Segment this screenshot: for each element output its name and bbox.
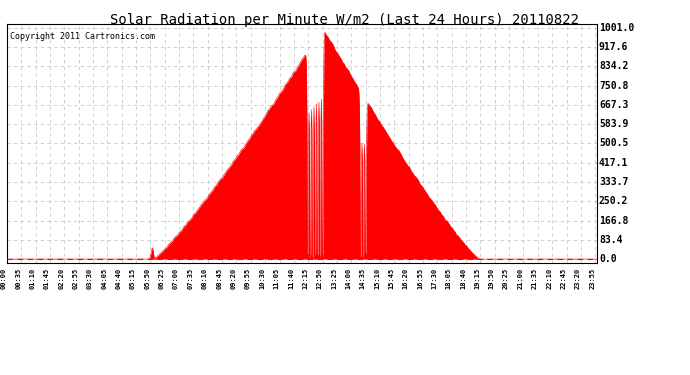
Text: 667.3: 667.3 xyxy=(599,100,629,110)
Text: 19:50: 19:50 xyxy=(489,268,495,290)
Text: 04:05: 04:05 xyxy=(101,268,108,290)
Text: 166.8: 166.8 xyxy=(599,216,629,225)
Text: 917.6: 917.6 xyxy=(599,42,629,52)
Text: 00:00: 00:00 xyxy=(1,268,7,290)
Text: 583.9: 583.9 xyxy=(599,119,629,129)
Text: 21:35: 21:35 xyxy=(532,268,538,290)
Text: Solar Radiation per Minute W/m2 (Last 24 Hours) 20110822: Solar Radiation per Minute W/m2 (Last 24… xyxy=(110,13,580,27)
Text: 07:35: 07:35 xyxy=(188,268,193,290)
Text: 834.2: 834.2 xyxy=(599,62,629,71)
Text: 17:30: 17:30 xyxy=(431,268,437,290)
Text: 18:05: 18:05 xyxy=(446,268,452,290)
Text: 14:00: 14:00 xyxy=(345,268,351,290)
Text: 20:25: 20:25 xyxy=(503,268,509,290)
Text: 12:15: 12:15 xyxy=(302,268,308,290)
Text: 19:15: 19:15 xyxy=(475,268,480,290)
Text: 09:55: 09:55 xyxy=(245,268,251,290)
Text: 21:00: 21:00 xyxy=(518,268,524,290)
Text: 15:45: 15:45 xyxy=(388,268,394,290)
Text: 1001.0: 1001.0 xyxy=(599,23,634,33)
Text: 18:40: 18:40 xyxy=(460,268,466,290)
Text: 417.1: 417.1 xyxy=(599,158,629,168)
Text: 11:40: 11:40 xyxy=(288,268,294,290)
Text: 10:30: 10:30 xyxy=(259,268,265,290)
Text: 01:10: 01:10 xyxy=(30,268,36,290)
Text: 250.2: 250.2 xyxy=(599,196,629,206)
Text: 05:15: 05:15 xyxy=(130,268,136,290)
Text: 02:20: 02:20 xyxy=(58,268,64,290)
Text: 06:25: 06:25 xyxy=(159,268,165,290)
Text: 83.4: 83.4 xyxy=(599,235,622,245)
Text: 22:10: 22:10 xyxy=(546,268,552,290)
Text: 04:40: 04:40 xyxy=(116,268,121,290)
Text: 11:05: 11:05 xyxy=(273,268,279,290)
Text: 23:20: 23:20 xyxy=(575,268,581,290)
Text: 333.7: 333.7 xyxy=(599,177,629,187)
Text: 07:00: 07:00 xyxy=(173,268,179,290)
Text: 0.0: 0.0 xyxy=(599,254,617,264)
Text: 22:45: 22:45 xyxy=(560,268,566,290)
Text: 08:45: 08:45 xyxy=(216,268,222,290)
Text: 15:10: 15:10 xyxy=(374,268,380,290)
Text: 16:20: 16:20 xyxy=(403,268,408,290)
Text: Copyright 2011 Cartronics.com: Copyright 2011 Cartronics.com xyxy=(10,32,155,40)
Text: 05:50: 05:50 xyxy=(144,268,150,290)
Text: 01:45: 01:45 xyxy=(44,268,50,290)
Text: 12:50: 12:50 xyxy=(317,268,323,290)
Text: 02:55: 02:55 xyxy=(72,268,79,290)
Text: 750.8: 750.8 xyxy=(599,81,629,91)
Text: 09:20: 09:20 xyxy=(230,268,237,290)
Text: 13:25: 13:25 xyxy=(331,268,337,290)
Text: 03:30: 03:30 xyxy=(87,268,93,290)
Text: 16:55: 16:55 xyxy=(417,268,423,290)
Text: 08:10: 08:10 xyxy=(201,268,208,290)
Text: 500.5: 500.5 xyxy=(599,138,629,148)
Text: 00:35: 00:35 xyxy=(15,268,21,290)
Text: 14:35: 14:35 xyxy=(359,268,366,290)
Text: 23:55: 23:55 xyxy=(589,268,595,290)
